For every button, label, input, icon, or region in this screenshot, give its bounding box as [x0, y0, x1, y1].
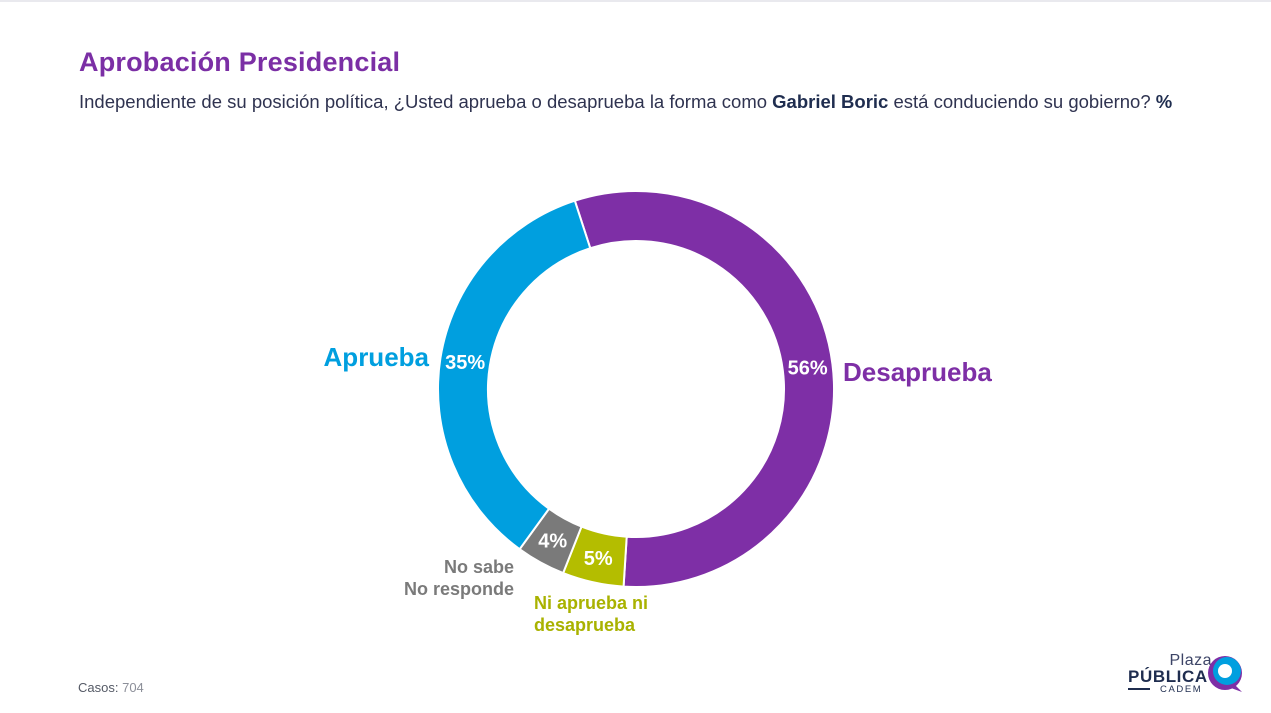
category-label-line: Ni aprueba ni — [534, 593, 648, 613]
top-divider — [0, 0, 1271, 2]
question-name: Gabriel Boric — [772, 91, 889, 112]
category-label-line: No sabe — [444, 557, 514, 577]
category-label-line: No responde — [404, 579, 514, 599]
question-text-start: Independiente de su posición política, ¿… — [79, 91, 773, 112]
category-label-line: Aprueba — [324, 342, 430, 372]
category-label-ni-aprueba-ni-desaprueba: Ni aprueba ni desaprueba — [534, 593, 648, 635]
category-label-aprueba: Aprueba — [324, 342, 430, 372]
donut-slice-desaprueba — [573, 190, 835, 588]
question-text-end: está conduciendo su gobierno? — [888, 91, 1156, 112]
logo-publica-text: PÚBLICA — [1128, 667, 1208, 686]
logo-plaza-text: Plaza — [1169, 652, 1212, 669]
category-label-line: desaprueba — [534, 615, 636, 635]
question-unit: % — [1155, 91, 1173, 112]
sample-size-note: Casos: 704 — [78, 680, 144, 695]
plaza-publica-cadem-logo: Plaza PÚBLICA CADEM — [1120, 650, 1250, 700]
chart-question: Independiente de su posición política, ¿… — [79, 90, 1199, 113]
donut-slice-aprueba — [437, 199, 592, 551]
speech-bubble-icon — [1208, 656, 1242, 692]
category-label-no-sabe-no-responde: No sabe No responde — [404, 557, 514, 599]
value-label-desaprueba: 56% — [788, 357, 828, 379]
cases-label: Casos — [78, 680, 115, 695]
logo-cadem-text: CADEM — [1160, 684, 1203, 695]
value-label-aprueba: 35% — [445, 352, 485, 374]
value-label-no-sabe-no-responde: 4% — [538, 531, 567, 553]
cases-value: 704 — [122, 680, 144, 695]
page-title: Aprobación Presidencial — [79, 47, 401, 77]
category-label-desaprueba: Desaprueba — [843, 357, 992, 387]
logo-underline — [1128, 688, 1150, 690]
value-label-ni-aprueba-ni-desaprueba: 5% — [584, 548, 613, 570]
category-label-line: Desaprueba — [843, 357, 992, 387]
